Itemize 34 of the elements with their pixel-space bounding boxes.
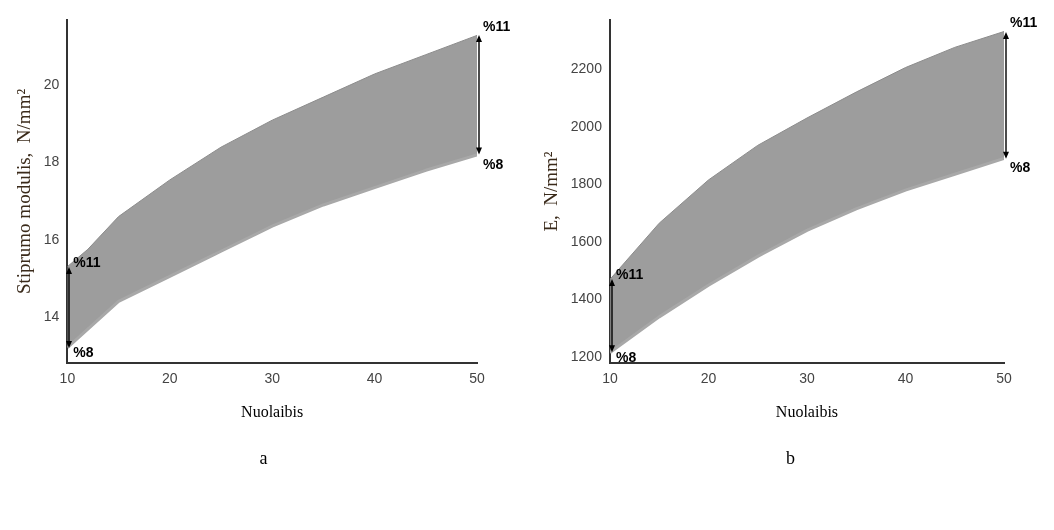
y-axis-title: Stiprumo modulis, N/mm² [13,88,35,295]
x-tick-label: 20 [700,370,717,387]
x-tick-label: 50 [996,370,1012,387]
y-tick-label: 14 [43,307,60,324]
text: b [785,448,796,469]
x-tick-label: 40 [366,370,383,387]
series-label: %11 [73,253,101,270]
x-tick-label: 30 [264,370,281,387]
series-label: %8 [615,349,637,366]
x-tick-label: 30 [799,370,815,387]
text: %11 [483,18,511,35]
x-tick-label: 40 [897,370,914,387]
x-tick-label: 50 [469,370,485,387]
y-tick-label: 16 [43,230,60,247]
y-tick-label: 2200 [570,59,603,76]
text: a [258,448,269,469]
x-tick-label: 20 [161,370,178,387]
series-label: %8 [73,344,94,361]
text: %8 [1010,159,1031,176]
y-tick-label: 18 [43,153,60,170]
y-tick-label: 1200 [570,348,603,365]
text: %8 [483,155,504,172]
x-axis-title: Nuolaibis [775,402,839,420]
y-axis-title: E, N/mm² [540,151,562,232]
x-tick-label: 10 [59,370,76,387]
y-tick-label: 1800 [570,175,603,192]
y-tick-label: 2000 [570,117,603,134]
y-tick-label: 1600 [570,232,603,249]
y-tick-label: 1400 [570,290,603,307]
series-label: %11 [615,266,644,283]
x-tick-label: 10 [602,370,618,387]
x-axis-title: Nuolaibis [241,402,304,420]
text: %11 [1010,14,1038,31]
y-tick-label: 20 [43,76,60,93]
